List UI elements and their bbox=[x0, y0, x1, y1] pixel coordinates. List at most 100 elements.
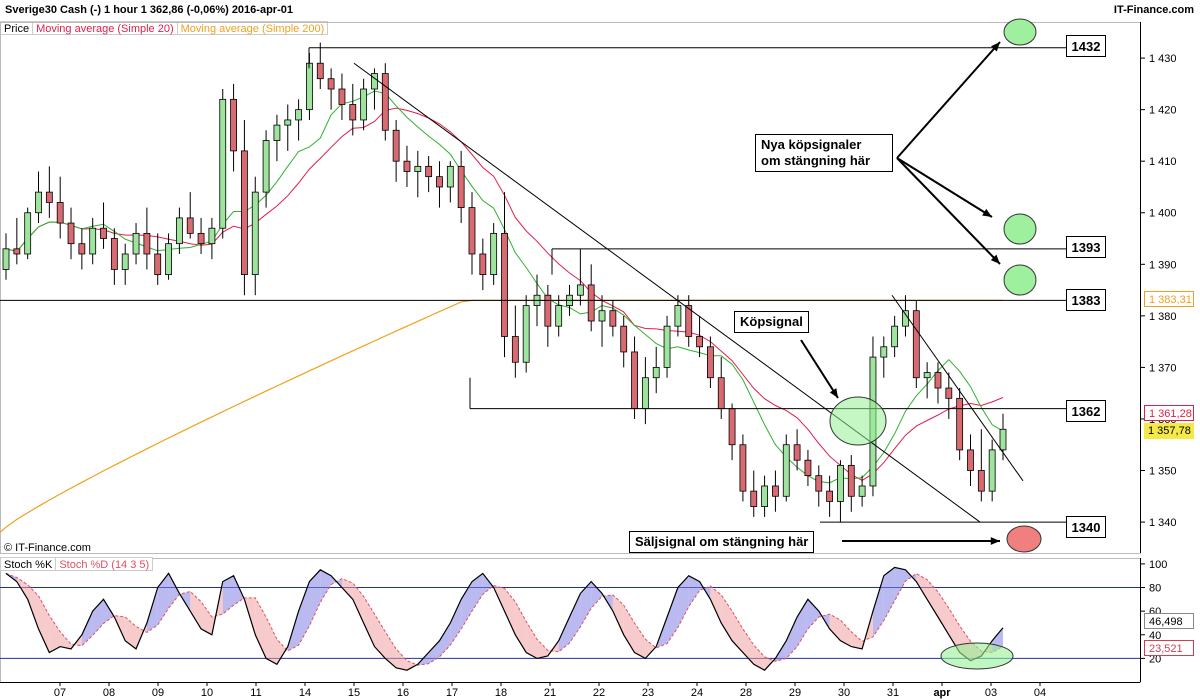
arrow-to-1400 bbox=[896, 157, 993, 218]
stoch-fill bbox=[937, 591, 949, 635]
legend-stoch-d[interactable]: Stoch %D (14 3 5) bbox=[56, 557, 154, 571]
chart-header: Sverige30 Cash (-) 1 hour 1 362,86 (-0,0… bbox=[0, 0, 1200, 20]
candle bbox=[977, 470, 985, 492]
legend-ma200[interactable]: Moving average (Simple 200) bbox=[177, 21, 329, 35]
candle bbox=[902, 310, 909, 327]
y-tick-label: 1 410 bbox=[1149, 156, 1177, 168]
candle bbox=[468, 207, 476, 255]
arrow-to-1432-head bbox=[990, 42, 1000, 52]
candle bbox=[988, 449, 996, 492]
stoch-fill bbox=[38, 595, 50, 653]
stoch-fill bbox=[81, 611, 93, 646]
stoch-fill bbox=[829, 614, 841, 641]
stoch-fill bbox=[786, 617, 798, 659]
copyright-label: © IT-Finance.com bbox=[4, 542, 91, 554]
stoch-fill bbox=[742, 628, 754, 665]
x-tick-label: 24 bbox=[691, 687, 703, 699]
stoch-fill bbox=[450, 599, 462, 646]
price-panel-frame bbox=[0, 22, 1141, 554]
x-tick-label: 22 bbox=[593, 687, 605, 699]
candle bbox=[674, 305, 682, 327]
legend-price[interactable]: Price bbox=[0, 21, 34, 35]
target-1398-marker bbox=[1003, 213, 1037, 245]
stoch-y-tick-label: 100 bbox=[1149, 559, 1167, 571]
candle bbox=[327, 78, 335, 90]
candle bbox=[175, 217, 183, 245]
stoch-fill bbox=[352, 583, 364, 623]
candle bbox=[641, 377, 649, 410]
stoch-fill bbox=[201, 601, 212, 635]
x-tick-label: 09 bbox=[152, 687, 164, 699]
candle bbox=[251, 191, 259, 276]
trendline-main bbox=[353, 62, 981, 523]
candle bbox=[587, 284, 595, 322]
stoch-fill bbox=[233, 575, 245, 606]
candle bbox=[371, 73, 378, 90]
candle bbox=[425, 165, 433, 178]
stoch-signal-ellipse bbox=[940, 642, 1014, 670]
stoch-fill bbox=[309, 569, 321, 626]
stoch-fill bbox=[526, 621, 538, 659]
x-tick-label: 30 bbox=[838, 687, 850, 699]
candle bbox=[436, 176, 443, 188]
stoch-fill bbox=[537, 639, 548, 659]
stoch-fill bbox=[266, 617, 277, 665]
stoch-fill bbox=[49, 615, 61, 653]
stoch-y-tick-label: 20 bbox=[1149, 653, 1161, 665]
arrow-sell-signal-head bbox=[990, 537, 1000, 545]
candle bbox=[912, 310, 920, 379]
candle bbox=[967, 449, 974, 471]
note-new-buy-signals: Nya köpsignaler om stängning här bbox=[755, 134, 893, 172]
tag-ma20: 1 361,28 bbox=[1144, 405, 1194, 421]
candle bbox=[631, 351, 638, 410]
x-tick-label: 11 bbox=[250, 687, 261, 699]
stoch-fill bbox=[732, 611, 743, 653]
stoch-fill bbox=[471, 573, 483, 612]
candle bbox=[45, 191, 53, 203]
stoch-fill bbox=[688, 575, 700, 607]
candle bbox=[880, 346, 888, 358]
legend-ma20[interactable]: Moving average (Simple 20) bbox=[33, 21, 178, 35]
candle bbox=[934, 372, 942, 389]
stoch-fill bbox=[385, 631, 397, 668]
candle bbox=[165, 243, 172, 276]
candle bbox=[284, 119, 292, 126]
level-1340: 1340 bbox=[1066, 516, 1106, 538]
arrow-to-1400-head bbox=[982, 208, 992, 217]
brand-label: IT-Finance.com bbox=[1113, 4, 1194, 16]
candle bbox=[490, 232, 498, 276]
stoch-fill bbox=[222, 575, 234, 615]
x-tick-label: 29 bbox=[789, 687, 801, 699]
stoch-fill bbox=[190, 591, 202, 629]
chart-title: Sverige30 Cash (-) 1 hour 1 362,86 (-0,0… bbox=[5, 4, 293, 16]
candle bbox=[186, 217, 194, 234]
stoch-fill bbox=[623, 605, 635, 653]
candle bbox=[295, 109, 302, 121]
candle bbox=[132, 232, 140, 255]
stoch-fill bbox=[612, 594, 624, 635]
legend-stoch-k[interactable]: Stoch %K bbox=[0, 557, 57, 571]
candle bbox=[555, 305, 563, 327]
stoch-fill bbox=[374, 614, 386, 659]
stoch-fill bbox=[255, 597, 267, 659]
candle bbox=[717, 377, 725, 410]
candle bbox=[230, 98, 237, 152]
candle bbox=[121, 253, 129, 270]
candle bbox=[457, 165, 465, 208]
candle bbox=[13, 248, 21, 255]
x-tick-label: 15 bbox=[348, 687, 360, 699]
stoch-d-line bbox=[5, 572, 1004, 666]
stoch-fill bbox=[677, 575, 689, 628]
candle bbox=[804, 459, 812, 477]
stoch-fill bbox=[461, 581, 472, 629]
stoch-fill bbox=[883, 567, 895, 621]
stoch-fill bbox=[872, 575, 884, 637]
x-tick-label: 18 bbox=[495, 687, 507, 699]
candle bbox=[56, 202, 64, 224]
stoch-fill bbox=[428, 640, 440, 664]
arrow-to-1388-head bbox=[990, 254, 1000, 264]
candle bbox=[576, 284, 584, 296]
x-tick-label: 21 bbox=[544, 687, 556, 699]
stoch-fill bbox=[591, 581, 603, 609]
